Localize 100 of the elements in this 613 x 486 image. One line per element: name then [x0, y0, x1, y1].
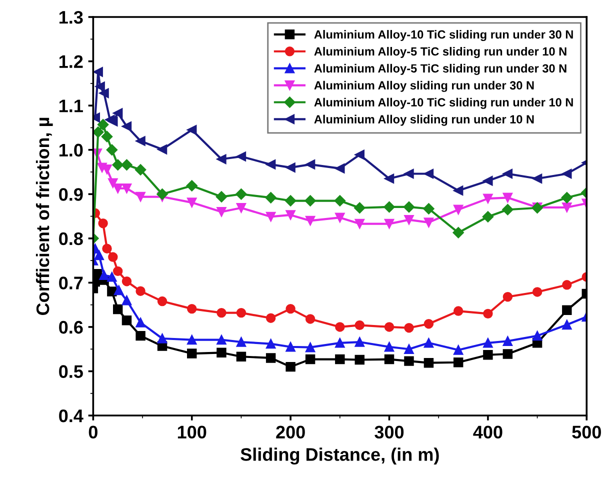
y-tick-label: 1.1 [59, 100, 83, 112]
point [114, 285, 124, 296]
point [335, 354, 345, 364]
point [483, 194, 493, 204]
point [102, 244, 112, 254]
legend-label: Aluminium Alloy sliding run under 30 N [314, 80, 534, 92]
point [187, 125, 197, 135]
point [286, 362, 296, 372]
point [101, 130, 113, 142]
point [404, 214, 414, 225]
point [305, 314, 316, 324]
point [93, 67, 103, 77]
point [136, 136, 146, 146]
point [216, 191, 228, 202]
point [423, 203, 434, 214]
point [453, 186, 464, 196]
point [483, 176, 493, 186]
point [122, 315, 132, 326]
point [236, 337, 246, 347]
legend-label: Aluminium Alloy-10 TiC sliding run under 10 N [314, 98, 573, 109]
y-tick-label: 0.9 [59, 188, 83, 201]
point [384, 354, 394, 364]
point [157, 296, 168, 306]
point [108, 116, 118, 126]
point [562, 202, 572, 212]
point [354, 320, 365, 330]
point [384, 218, 394, 229]
point [384, 174, 394, 184]
point [186, 180, 198, 192]
point [157, 334, 168, 344]
point [236, 152, 246, 162]
point [502, 292, 513, 302]
point [562, 305, 572, 316]
point [106, 144, 118, 156]
point [305, 160, 316, 170]
point [107, 272, 117, 282]
point [136, 330, 146, 341]
point [561, 192, 573, 204]
point [354, 150, 365, 160]
point [482, 211, 494, 222]
x-tick-label: 100 [178, 426, 206, 439]
x-tick-label: 0 [88, 426, 98, 439]
point [424, 168, 434, 179]
point [108, 252, 118, 262]
point [424, 338, 434, 348]
point [483, 338, 493, 348]
point [424, 319, 434, 329]
y-tick-label: 0.6 [59, 320, 83, 334]
point [532, 330, 542, 341]
point [404, 168, 414, 179]
point [122, 122, 132, 132]
point [95, 82, 105, 92]
point [216, 308, 226, 318]
point [136, 286, 146, 296]
x-tick-label: 500 [572, 426, 601, 439]
point [452, 227, 464, 238]
point [286, 304, 296, 314]
point [236, 202, 246, 213]
point [112, 304, 123, 314]
point [266, 160, 276, 170]
point [121, 159, 132, 171]
point [286, 342, 296, 352]
point [483, 308, 493, 319]
point [136, 318, 146, 328]
point [236, 352, 246, 362]
point [187, 304, 197, 314]
point [354, 202, 366, 214]
point [305, 216, 316, 226]
point [502, 204, 514, 216]
point [502, 192, 513, 203]
point [122, 296, 132, 306]
point [112, 108, 123, 118]
point [266, 338, 276, 349]
point [403, 201, 415, 213]
point [134, 164, 146, 176]
y-tick-label: 1.3 [59, 10, 83, 24]
point [335, 164, 345, 174]
point [562, 168, 572, 179]
point [216, 334, 226, 345]
point [502, 168, 513, 179]
point [97, 119, 109, 130]
y-tick-label: 1.0 [59, 144, 83, 157]
point [354, 354, 365, 365]
y-tick-label: 0.5 [59, 365, 83, 378]
point [265, 192, 276, 204]
point [404, 356, 414, 366]
point [384, 322, 394, 332]
point [286, 162, 296, 172]
point [384, 201, 395, 213]
point [305, 342, 316, 352]
point [335, 212, 345, 222]
point [453, 358, 464, 368]
point [266, 313, 276, 323]
point [216, 206, 226, 217]
point [157, 144, 168, 154]
point [266, 212, 276, 222]
point [266, 353, 276, 363]
point [483, 350, 493, 360]
legend-label: Aluminium Alloy sliding run under 10 N [314, 114, 534, 126]
legend-label: Aluminium Alloy-5 TiC sliding run under 10 N [314, 46, 566, 58]
